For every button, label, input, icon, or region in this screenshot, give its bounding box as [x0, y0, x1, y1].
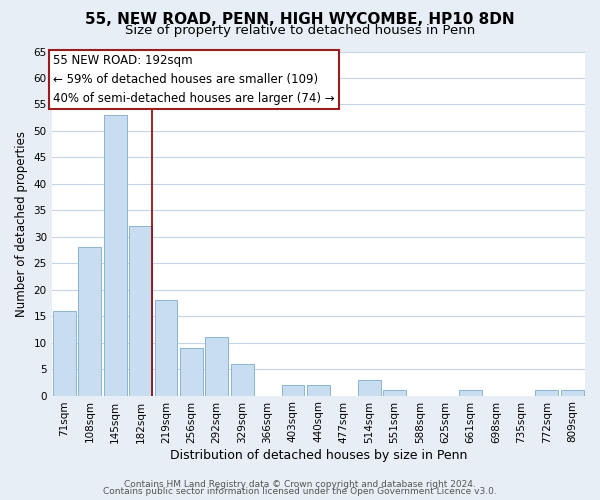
Bar: [104, 115, 127, 396]
Y-axis label: Number of detached properties: Number of detached properties: [15, 130, 28, 316]
Bar: [307, 385, 330, 396]
Text: 55 NEW ROAD: 192sqm
← 59% of detached houses are smaller (109)
40% of semi-detac: 55 NEW ROAD: 192sqm ← 59% of detached ho…: [53, 54, 335, 105]
Bar: [180, 348, 203, 396]
Bar: [459, 390, 482, 396]
Bar: [561, 390, 584, 396]
X-axis label: Distribution of detached houses by size in Penn: Distribution of detached houses by size …: [170, 450, 467, 462]
Text: Contains HM Land Registry data © Crown copyright and database right 2024.: Contains HM Land Registry data © Crown c…: [124, 480, 476, 489]
Bar: [155, 300, 178, 396]
Bar: [231, 364, 254, 396]
Bar: [281, 385, 304, 396]
Bar: [129, 226, 152, 396]
Bar: [358, 380, 380, 396]
Text: Size of property relative to detached houses in Penn: Size of property relative to detached ho…: [125, 24, 475, 37]
Bar: [79, 248, 101, 396]
Bar: [53, 311, 76, 396]
Bar: [205, 338, 228, 396]
Bar: [383, 390, 406, 396]
Text: 55, NEW ROAD, PENN, HIGH WYCOMBE, HP10 8DN: 55, NEW ROAD, PENN, HIGH WYCOMBE, HP10 8…: [85, 12, 515, 28]
Bar: [535, 390, 559, 396]
Text: Contains public sector information licensed under the Open Government Licence v3: Contains public sector information licen…: [103, 487, 497, 496]
